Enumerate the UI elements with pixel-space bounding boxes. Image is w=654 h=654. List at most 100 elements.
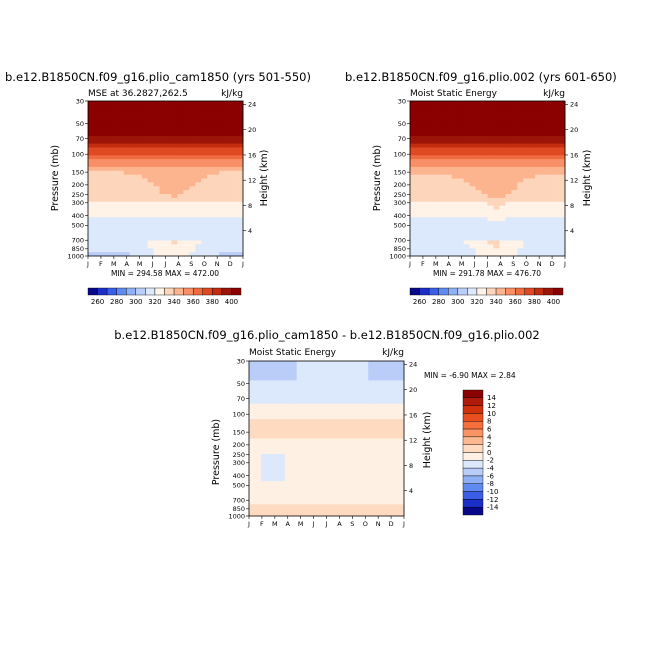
contour-cell [350, 438, 357, 443]
contour-cell [362, 399, 369, 405]
contour-cell [439, 225, 447, 230]
contour-cell [141, 163, 149, 168]
contour-cell [123, 209, 131, 214]
contour-cell [469, 228, 476, 234]
contour-cell [141, 128, 149, 133]
contour-cell [511, 190, 518, 195]
colorbar-label: 380 [528, 298, 541, 306]
contour-cell [171, 240, 178, 245]
contour-cell [433, 186, 441, 191]
contour-cell [344, 442, 351, 447]
contour-cell [445, 155, 453, 160]
contour-cell [237, 139, 244, 145]
contour-cell [505, 209, 512, 214]
contour-cell [195, 225, 202, 230]
contour-cell [356, 465, 363, 470]
contour-cell [308, 376, 315, 381]
contour-cell [427, 213, 435, 218]
contour-cell [290, 407, 298, 412]
contour-cell [505, 205, 512, 210]
contour-cell [99, 248, 107, 253]
contour-cell [225, 132, 232, 137]
contour-cell [332, 399, 339, 405]
contour-cell [165, 174, 172, 179]
contour-cell [368, 407, 375, 412]
contour-cell [380, 496, 387, 501]
contour-cell [129, 104, 137, 110]
contour-cell [284, 442, 292, 447]
colorbar-swatch [524, 287, 535, 296]
contour-cell [219, 116, 226, 121]
contour-cell [475, 124, 482, 129]
colorbar-swatch [486, 287, 497, 296]
contour-cell [505, 252, 512, 257]
contour-cell [439, 248, 447, 253]
contour-cell [153, 132, 160, 137]
contour-cell [439, 178, 447, 183]
contour-cell [165, 139, 172, 145]
x-tick-label: F [260, 520, 264, 528]
contour-cell [559, 194, 566, 199]
contour-cell [165, 178, 172, 183]
contour-cell [541, 190, 548, 195]
contour-cell [541, 139, 548, 145]
contour-cell [88, 101, 95, 106]
contour-cell [427, 190, 435, 195]
contour-cell [147, 178, 154, 183]
contour-cell [529, 143, 536, 148]
contour-cell [201, 135, 208, 141]
contour-cell [356, 395, 363, 401]
contour-cell [201, 174, 208, 179]
contour-cell [386, 500, 393, 505]
contour-cell [183, 197, 190, 203]
contour-cell [541, 248, 548, 253]
contour-cell [559, 186, 566, 191]
contour-cell [189, 244, 196, 249]
contour-cell [421, 221, 429, 226]
contour-cell [266, 446, 274, 451]
contour-cell [254, 403, 262, 408]
contour-cell [177, 225, 184, 230]
contour-cell [415, 221, 423, 226]
contour-cell [237, 135, 244, 141]
colorbar-label: -4 [487, 465, 495, 473]
contour-cell [517, 132, 524, 137]
contour-cell [529, 225, 536, 230]
contour-cell [99, 213, 107, 218]
contour-cell [380, 376, 387, 381]
contour-cell [237, 159, 244, 164]
contour-cell [314, 415, 321, 420]
contour-cell [517, 163, 524, 168]
panel-2-title: b.e12.B1850CN.f09_g16.plio.002 (yrs 601-… [345, 70, 617, 84]
contour-cell [177, 104, 184, 110]
contour-cell [332, 364, 339, 370]
contour-cell [123, 135, 131, 141]
contour-cell [487, 182, 494, 187]
contour-cell [529, 178, 536, 183]
contour-cell [517, 221, 524, 226]
contour-cell [219, 163, 226, 168]
contour-cell [195, 101, 202, 106]
contour-cell [332, 372, 339, 377]
contour-cell [219, 128, 226, 133]
contour-cell [505, 155, 512, 160]
contour-cell [499, 147, 506, 152]
contour-cell [433, 178, 441, 183]
contour-cell [421, 232, 429, 238]
contour-cell [183, 166, 190, 172]
colorbar-swatch [553, 287, 564, 296]
contour-cell [410, 209, 417, 214]
contour-cell [398, 419, 405, 424]
contour-cell [427, 101, 435, 106]
contour-cell [117, 159, 125, 164]
contour-cell [469, 209, 476, 214]
contour-cell [99, 108, 107, 114]
contour-cell [266, 392, 274, 397]
contour-cell [344, 403, 351, 408]
contour-cell [135, 151, 143, 156]
contour-cell [147, 186, 154, 191]
contour-cell [523, 101, 530, 106]
contour-cell [290, 454, 298, 459]
contour-cell [344, 492, 351, 498]
contour-cell [93, 120, 101, 125]
